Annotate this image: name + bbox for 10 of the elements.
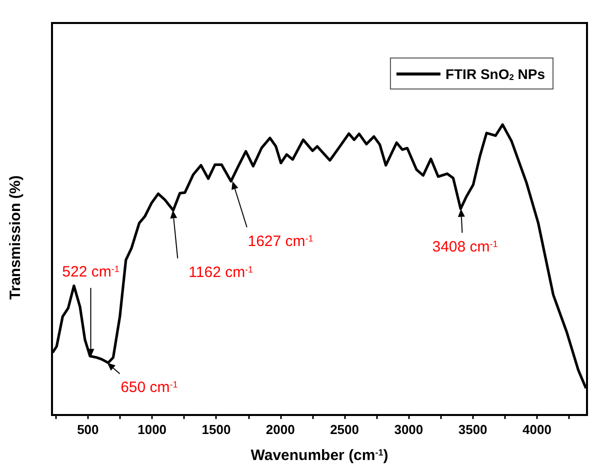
x-tick-label: 3500 [458,422,488,437]
x-tick-label: 500 [77,422,99,437]
x-tick-label: 2000 [266,422,295,437]
legend-label: FTIR SnO2 NPs [445,66,546,82]
x-tick-label: 1000 [138,422,167,437]
x-tick-label: 2500 [330,422,359,437]
y-axis-title: Transmission (%) [7,175,24,300]
x-tick-label: 3000 [394,422,424,437]
x-tick-label: 4000 [522,422,552,437]
x-tick-label: 1500 [202,422,231,437]
